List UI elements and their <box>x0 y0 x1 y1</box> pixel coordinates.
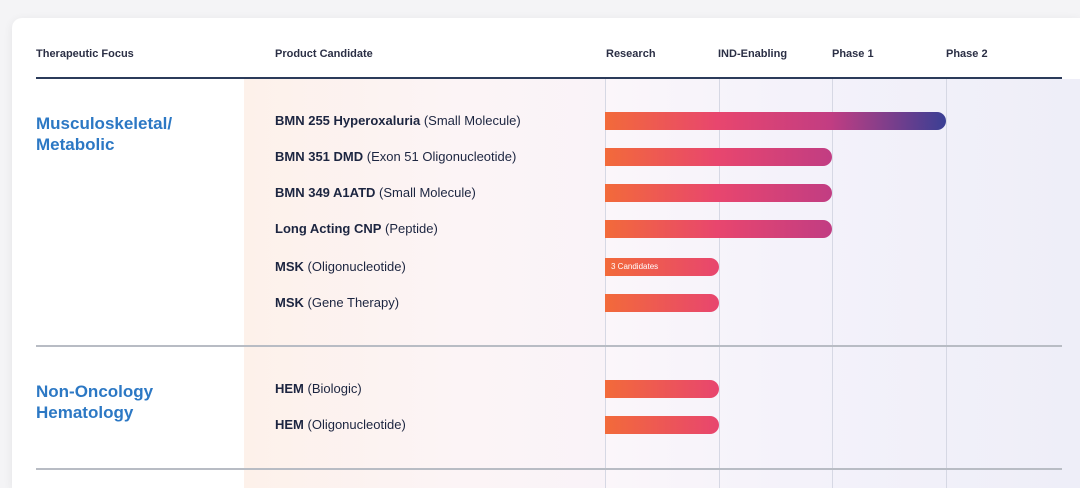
pipeline-bar <box>605 220 832 238</box>
product-modality: (Oligonucleotide) <box>303 417 406 432</box>
focus-label-hematology: Non-Oncology Hematology <box>36 381 153 423</box>
bar-label: 3 Candidates <box>611 262 659 271</box>
header-phase-1: Phase 1 <box>832 48 874 60</box>
product-name: Long Acting CNP <box>275 221 382 236</box>
focus-label-line: Metabolic <box>36 135 115 154</box>
focus-label-line: Musculoskeletal/ <box>36 114 173 133</box>
product-candidate: MSK (Gene Therapy) <box>275 295 399 311</box>
product-modality: (Small Molecule) <box>375 185 476 200</box>
focus-label-musculoskeletal: Musculoskeletal/ Metabolic <box>36 113 172 155</box>
product-modality: (Gene Therapy) <box>303 295 400 310</box>
product-modality: (Biologic) <box>303 381 362 396</box>
header-phase-research: Research <box>606 48 656 60</box>
product-candidate: BMN 349 A1ATD (Small Molecule) <box>275 185 476 201</box>
product-candidate: BMN 255 Hyperoxaluria (Small Molecule) <box>275 113 521 129</box>
product-candidate: MSK (Oligonucleotide) <box>275 259 406 275</box>
product-name: MSK <box>275 259 304 274</box>
product-name: BMN 255 Hyperoxaluria <box>275 113 421 128</box>
product-name: BMN 351 DMD <box>275 149 364 164</box>
product-modality: (Oligonucleotide) <box>303 259 406 274</box>
header-product-candidate: Product Candidate <box>275 48 373 60</box>
product-candidate: HEM (Oligonucleotide) <box>275 417 406 433</box>
header-divider <box>36 77 1062 79</box>
product-name: MSK <box>275 295 304 310</box>
pipeline-card: Therapeutic Focus Product Candidate Rese… <box>12 18 1080 488</box>
header-phase-2: Phase 2 <box>946 48 988 60</box>
focus-label-line: Hematology <box>36 403 134 422</box>
group-divider <box>36 345 1062 347</box>
product-column-background <box>244 79 606 488</box>
product-name: BMN 349 A1ATD <box>275 185 376 200</box>
product-name: HEM <box>275 417 304 432</box>
group-divider <box>36 468 1062 470</box>
phase-column-line <box>945 79 947 488</box>
pipeline-bar <box>605 112 946 130</box>
product-candidate: HEM (Biologic) <box>275 381 362 397</box>
product-modality: (Exon 51 Oligonucleotide) <box>363 149 517 164</box>
pipeline-bar <box>605 148 832 166</box>
header-therapeutic-focus: Therapeutic Focus <box>36 48 134 60</box>
pipeline-bar <box>605 380 719 398</box>
product-modality: (Small Molecule) <box>420 113 521 128</box>
product-name: HEM <box>275 381 304 396</box>
phase-column-line <box>832 79 833 488</box>
product-candidate: BMN 351 DMD (Exon 51 Oligonucleotide) <box>275 149 516 165</box>
phase-column-line <box>605 79 606 488</box>
phase-column-line <box>718 79 720 488</box>
pipeline-bar <box>605 416 719 434</box>
header-phase-ind-enabling: IND-Enabling <box>718 48 788 60</box>
focus-label-line: Non-Oncology <box>36 382 154 401</box>
product-candidate: Long Acting CNP (Peptide) <box>275 221 438 237</box>
pipeline-bar <box>605 294 719 312</box>
pipeline-bar <box>605 184 832 202</box>
pipeline-bar <box>605 258 719 276</box>
product-modality: (Peptide) <box>381 221 438 236</box>
